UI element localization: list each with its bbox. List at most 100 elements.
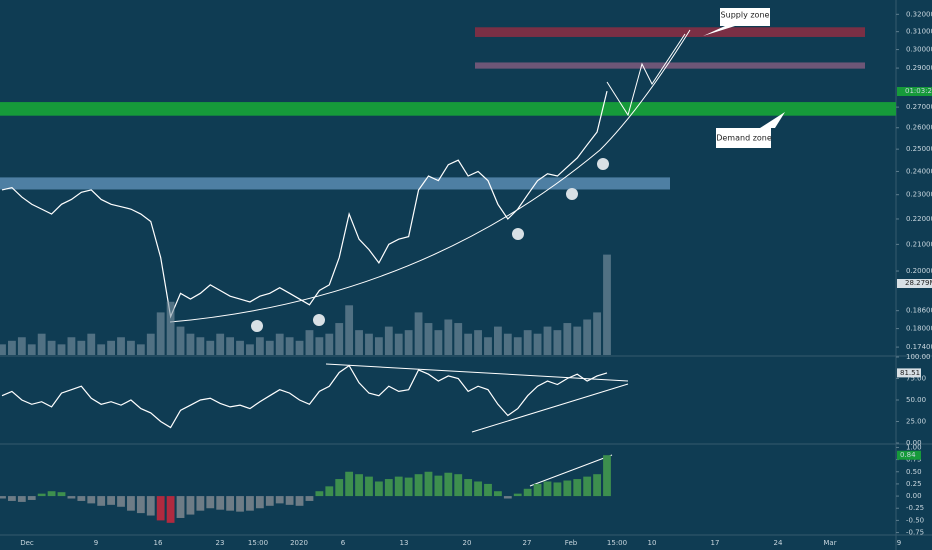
osc-bar [424,471,433,497]
volume-bar [37,333,46,355]
last-tag [897,368,921,378]
volume-bar [57,344,66,355]
trend-line [471,383,629,433]
x-tick-label: 2020 [290,539,308,547]
callout [703,8,770,36]
volume-bar [523,330,532,355]
arrow-marker [251,320,263,332]
volume-bar [553,330,562,355]
volume-bar [8,340,16,355]
y-tick-label: 75.00 [906,375,926,383]
volume-bar [127,340,135,355]
osc-bar [87,496,96,504]
x-tick-label: 10 [648,539,657,547]
osc-bar [246,496,254,511]
osc-bar [127,496,135,511]
osc-bar [8,496,16,501]
last-label: 81.51 [900,369,920,377]
volume-bar [275,333,284,355]
osc-bar [384,479,393,497]
y-tick-label: 0.00 [906,492,922,500]
osc-bar [533,483,542,497]
volume-bar [166,301,175,355]
osc-bar [464,479,473,497]
volume-bar [27,344,36,355]
osc-bar [444,472,453,497]
osc-bar [583,476,592,497]
trend-line [325,363,629,382]
volume-bar [474,330,482,355]
osc-bar [47,491,56,497]
volume-bar [583,319,592,355]
price-tag [897,87,932,96]
y-tick-label: -0.75 [906,529,924,537]
callout [716,112,785,148]
volume-bar [196,337,205,355]
y-tick-label: 0.00 [906,439,922,447]
osc-bar [77,496,86,501]
volume-bar [246,344,254,355]
osc-bar [434,475,443,497]
volume-bar [265,340,274,355]
zones [0,27,896,190]
osc-bar [523,488,532,497]
volume-bar [107,340,116,355]
last-tag [897,450,921,460]
trend-curve [169,29,691,323]
annotation: Demand zone [716,134,772,143]
arrow-marker [512,228,524,240]
last-label: 0.84 [900,451,916,459]
osc-bar [146,496,155,516]
osc-bar [186,496,195,515]
y-tick-label: 100.00 [906,353,931,361]
zone [0,102,896,116]
arrow-markers [251,158,609,332]
osc-bar [493,491,502,497]
osc-bar [573,479,582,497]
x-tick-label: 9 [94,539,98,547]
osc-bar [216,496,225,510]
osc-bar [603,455,611,497]
osc-bar [255,496,264,509]
volume-bar [404,330,413,355]
osc-bar [226,496,235,511]
osc-bar [176,496,185,518]
osc-bar [325,486,334,497]
osc-bar [404,477,413,497]
osc-bar [394,476,403,497]
osc-bar [315,491,324,497]
osc-bar [414,474,423,497]
volume-bar [444,319,453,355]
volume-bar [563,323,572,355]
osc-bar [17,496,26,502]
volume-bar [325,333,334,355]
volume-bar [117,337,125,355]
y-tick-label: 0.25 [906,480,922,488]
volume-bar [255,337,264,355]
volume-bar [236,340,244,355]
volume-bar [593,312,601,355]
osc-bar [0,496,6,499]
volume-bar [295,340,304,355]
volume-bar [17,337,26,355]
osc-bar [97,496,106,506]
x-tick-label: 16 [154,539,163,547]
x-tick-label: 27 [523,539,532,547]
x-tick-label: 20 [463,539,472,547]
osc-bar [543,481,552,497]
osc-bar [67,496,76,499]
osc-bar [563,480,572,497]
x-tick-label: Mar [823,539,836,547]
osc-bar [37,493,46,497]
osc-bar [503,496,512,499]
volume-bar [146,333,155,355]
y-tick-label: 25.00 [906,418,926,426]
